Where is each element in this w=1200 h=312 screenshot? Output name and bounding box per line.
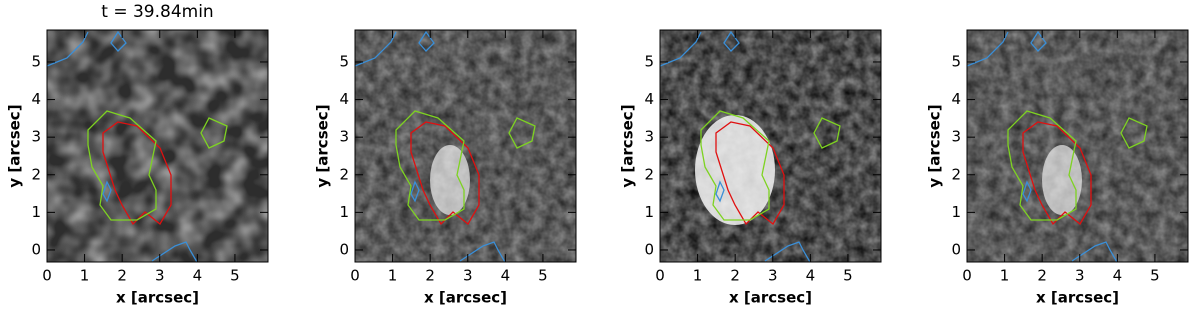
y-tick-label: 0	[339, 240, 349, 258]
y-tick-label: 4	[339, 90, 349, 108]
y-tick-label: 2	[31, 165, 41, 183]
panel: 0 1 2 3 4 5 0 1 2 3 4 5 x [arcsec] y [arcsec] t = 39.8…	[6, 2, 269, 307]
y-tick-label: 4	[951, 90, 961, 108]
plot-frame	[354, 29, 577, 263]
panel: 0 1 2 3 4 5 0 1 2 3 4 5 x [arcsec] y [arcsec]	[619, 29, 882, 307]
y-tick-label: 5	[951, 52, 961, 70]
x-tick-label: 0	[350, 267, 360, 285]
x-axis-label: x [arcsec]	[729, 289, 812, 307]
y-tick-label: 3	[339, 128, 349, 146]
y-tick-label: 0	[31, 240, 41, 258]
x-tick-label: 3	[768, 267, 778, 285]
plot-frame	[659, 29, 882, 263]
y-axis-label: y [arcsec]	[619, 104, 637, 187]
x-tick-label: 1	[693, 267, 703, 285]
y-tick-label: 1	[644, 203, 654, 221]
x-tick-label: 2	[1037, 267, 1047, 285]
x-tick-label: 2	[730, 267, 740, 285]
x-tick-label: 3	[155, 267, 165, 285]
y-tick-label: 0	[951, 240, 961, 258]
x-tick-label: 1	[80, 267, 90, 285]
x-tick-label: 4	[193, 267, 203, 285]
x-axis-label: x [arcsec]	[116, 289, 199, 307]
y-axis-label: y [arcsec]	[6, 104, 24, 187]
x-tick-label: 0	[962, 267, 972, 285]
x-tick-label: 4	[501, 267, 511, 285]
bright-region	[695, 115, 775, 225]
x-tick-label: 4	[806, 267, 816, 285]
y-tick-label: 0	[644, 240, 654, 258]
y-tick-label: 5	[31, 52, 41, 70]
plot-frame	[966, 29, 1189, 263]
panel: 0 1 2 3 4 5 0 1 2 3 4 5 x [arcsec] y [arcsec]	[926, 29, 1189, 307]
x-tick-label: 3	[463, 267, 473, 285]
x-tick-label: 1	[388, 267, 398, 285]
x-tick-label: 0	[655, 267, 665, 285]
y-tick-label: 2	[339, 165, 349, 183]
plot-frame	[46, 29, 269, 263]
x-axis-label: x [arcsec]	[424, 289, 507, 307]
y-tick-label: 3	[644, 128, 654, 146]
y-tick-label: 3	[951, 128, 961, 146]
y-tick-label: 1	[339, 203, 349, 221]
y-tick-label: 1	[951, 203, 961, 221]
y-tick-label: 5	[644, 52, 654, 70]
x-tick-label: 4	[1113, 267, 1123, 285]
y-tick-label: 4	[31, 90, 41, 108]
y-tick-label: 5	[339, 52, 349, 70]
x-tick-label: 5	[538, 267, 548, 285]
x-tick-label: 0	[42, 267, 52, 285]
y-axis-label: y [arcsec]	[314, 104, 332, 187]
y-tick-label: 2	[951, 165, 961, 183]
x-tick-label: 5	[843, 267, 853, 285]
x-tick-label: 5	[230, 267, 240, 285]
y-tick-label: 4	[644, 90, 654, 108]
x-tick-label: 1	[1000, 267, 1010, 285]
panel: 0 1 2 3 4 5 0 1 2 3 4 5 x [arcsec] y [arcsec]	[314, 29, 577, 307]
x-axis-label: x [arcsec]	[1036, 289, 1119, 307]
y-tick-label: 3	[31, 128, 41, 146]
y-tick-label: 2	[644, 165, 654, 183]
panel-title: t = 39.84min	[101, 2, 213, 22]
x-tick-label: 2	[425, 267, 435, 285]
x-tick-label: 3	[1075, 267, 1085, 285]
y-tick-label: 1	[31, 203, 41, 221]
y-axis-label: y [arcsec]	[926, 104, 944, 187]
x-tick-label: 5	[1150, 267, 1160, 285]
x-tick-label: 2	[117, 267, 127, 285]
